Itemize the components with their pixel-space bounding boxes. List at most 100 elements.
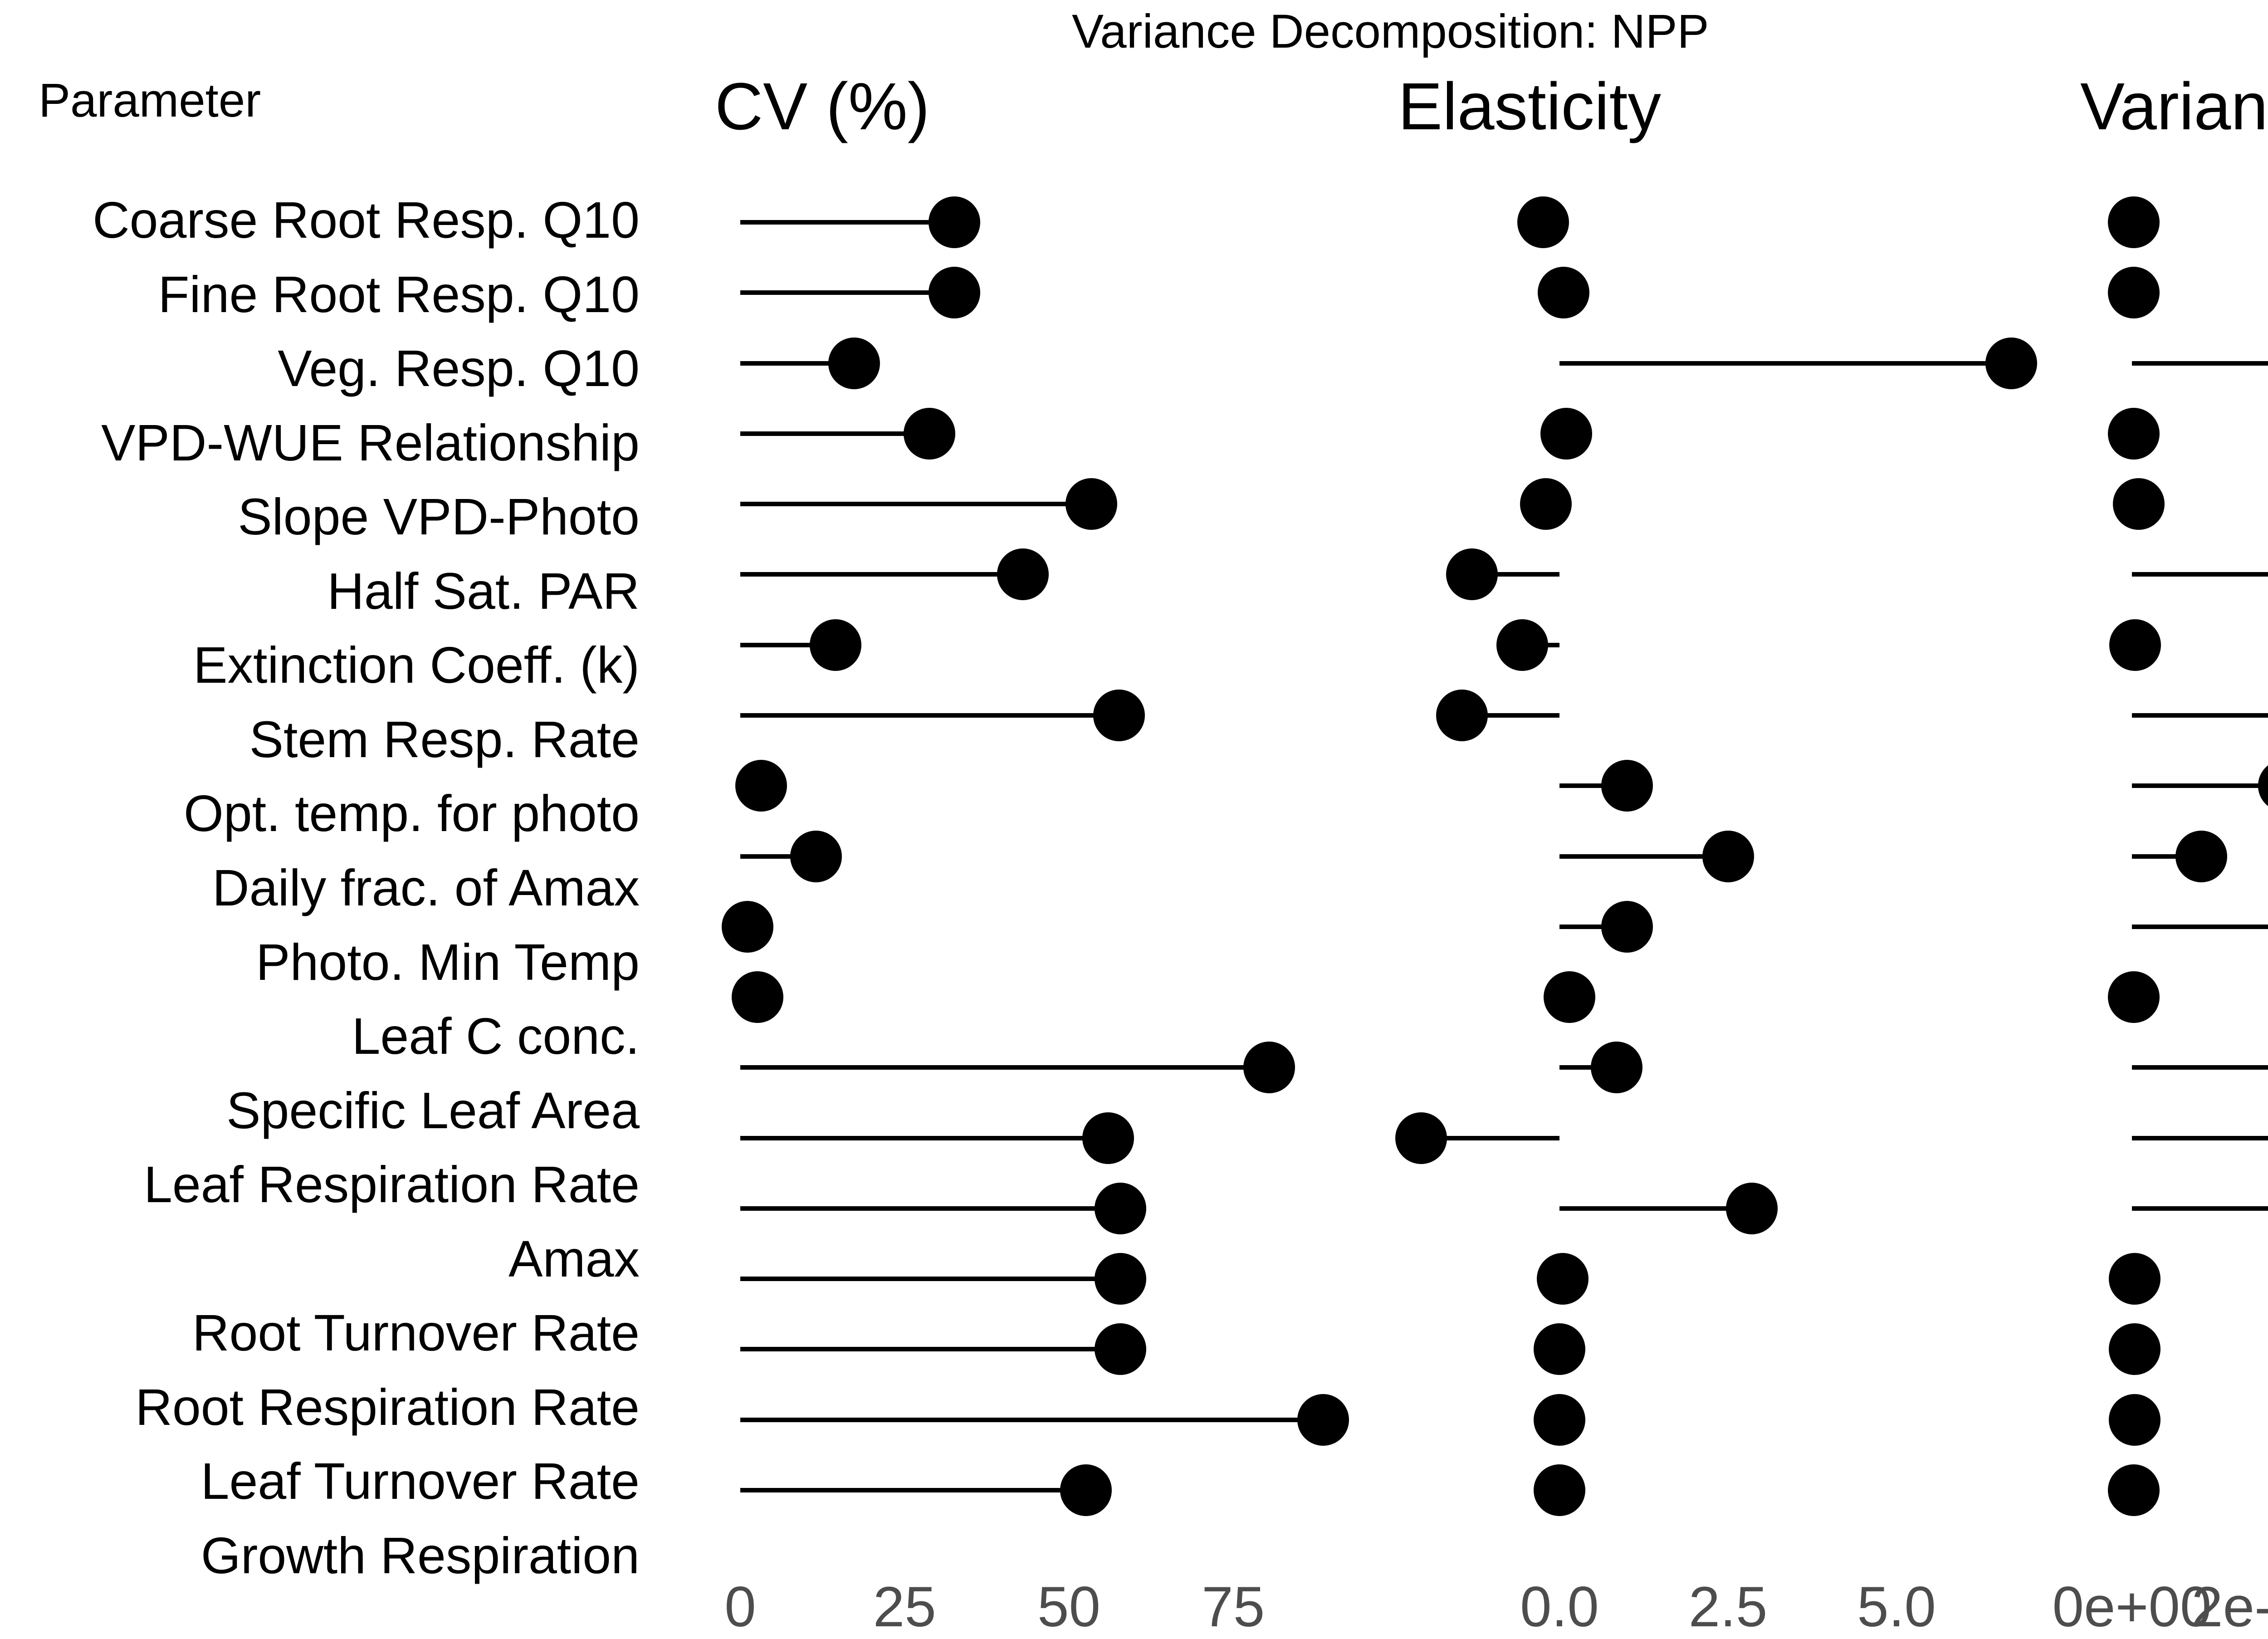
cv-dot-14 — [1082, 1112, 1134, 1164]
elasticity-stick-8 — [1461, 713, 1559, 718]
cv-stick-5 — [740, 502, 1091, 507]
variance-dot-9 — [2258, 760, 2268, 812]
variance-stick-10 — [2132, 854, 2201, 859]
cv-dot-17 — [1094, 1323, 1146, 1375]
param-label-5: Slope VPD-Photo — [238, 488, 640, 546]
cv-dot-9 — [735, 760, 787, 812]
param-label-19: Growth Respiration — [200, 1526, 640, 1584]
cv-dot-19 — [1060, 1464, 1112, 1517]
cv-stick-2 — [740, 290, 955, 295]
variance-stick-8 — [2132, 713, 2268, 718]
elasticity-stick-13 — [1559, 1065, 1617, 1070]
cv-dot-10 — [790, 830, 842, 882]
elasticity-dot-5 — [1520, 478, 1572, 530]
elasticity-dot-11 — [1601, 900, 1653, 953]
variance-stick-9 — [2132, 783, 2268, 788]
cv-tick-50: 50 — [1037, 1575, 1101, 1639]
variance-dot-16 — [2108, 1253, 2160, 1305]
param-label-13: Specific Leaf Area — [226, 1081, 640, 1139]
cv-dot-15 — [1094, 1182, 1146, 1234]
elasticity-dot-15 — [1725, 1182, 1778, 1234]
cv-dot-5 — [1065, 478, 1117, 530]
param-label-17: Root Respiration Rate — [135, 1378, 640, 1436]
elasticity-dot-13 — [1591, 1042, 1643, 1094]
variance-tick-2e-09: 2e-09 — [2191, 1575, 2268, 1639]
cv-stick-15 — [740, 1206, 1120, 1211]
param-label-6: Half Sat. PAR — [327, 562, 640, 620]
cv-stick-19 — [740, 1488, 1086, 1493]
cv-stick-6 — [740, 572, 1023, 577]
cv-stick-13 — [740, 1065, 1270, 1070]
elasticity-dot-12 — [1544, 971, 1596, 1023]
parameter-column-header: Parameter — [39, 74, 261, 127]
elasticity-stick-10 — [1559, 854, 1728, 859]
elasticity-tick-5.0: 5.0 — [1857, 1575, 1936, 1639]
param-label-7: Extinction Coeff. (k) — [193, 636, 640, 694]
elasticity-dot-18 — [1534, 1394, 1585, 1446]
cv-tick-0: 0 — [724, 1575, 756, 1639]
variance-stick-15 — [2132, 1206, 2268, 1211]
cv-stick-8 — [740, 713, 1119, 718]
elasticity-dot-17 — [1534, 1323, 1585, 1375]
elasticity-tick-0.0: 0.0 — [1520, 1575, 1599, 1639]
cv-dot-2 — [929, 267, 981, 319]
variance-dot-4 — [2108, 407, 2160, 460]
param-label-12: Leaf C conc. — [352, 1008, 640, 1065]
cv-dot-12 — [731, 971, 783, 1023]
param-label-16: Root Turnover Rate — [192, 1304, 640, 1362]
elasticity-stick-15 — [1559, 1206, 1752, 1211]
elasticity-dot-1 — [1517, 196, 1569, 248]
cv-dot-13 — [1243, 1042, 1295, 1094]
elasticity-dot-19 — [1534, 1464, 1585, 1517]
param-label-1: Coarse Root Resp. Q10 — [93, 191, 640, 249]
cv-stick-17 — [740, 1347, 1120, 1352]
variance-dot-1 — [2108, 196, 2160, 248]
variance-dot-19 — [2108, 1464, 2160, 1517]
cv-dot-7 — [810, 619, 862, 671]
elasticity-dot-3 — [1985, 337, 2037, 389]
cv-stick-10 — [740, 854, 816, 859]
elasticity-dot-6 — [1446, 548, 1498, 601]
elasticity-dot-7 — [1496, 619, 1549, 671]
cv-dot-1 — [929, 196, 981, 248]
elasticity-dot-10 — [1702, 830, 1754, 882]
cv-dot-11 — [721, 900, 773, 953]
elasticity-dot-16 — [1537, 1253, 1589, 1305]
cv-stick-3 — [740, 361, 854, 366]
param-label-18: Leaf Turnover Rate — [200, 1453, 640, 1510]
cv-dot-6 — [997, 548, 1049, 601]
variance-stick-14 — [2132, 1135, 2268, 1140]
variance-dot-10 — [2175, 830, 2227, 882]
param-label-3: Veg. Resp. Q10 — [278, 340, 640, 397]
variance-stick-11 — [2132, 924, 2268, 929]
param-label-4: VPD-WUE Relationship — [101, 414, 640, 471]
panel-header-elasticity: Elasticity — [1398, 69, 1661, 144]
elasticity-dot-9 — [1601, 760, 1653, 812]
variance-tick-0e+00: 0e+00 — [2052, 1575, 2212, 1639]
panel-header-cv: CV (%) — [715, 69, 930, 144]
cv-stick-14 — [740, 1135, 1109, 1140]
variance-dot-18 — [2108, 1394, 2160, 1446]
variance-stick-13 — [2132, 1065, 2268, 1070]
cv-stick-16 — [740, 1277, 1120, 1282]
cv-stick-4 — [740, 431, 930, 436]
panel-header-variance: Variance — [2080, 69, 2268, 144]
param-label-10: Daily frac. of Amax — [212, 859, 640, 916]
cv-stick-18 — [740, 1417, 1324, 1422]
elasticity-stick-14 — [1421, 1135, 1559, 1140]
elasticity-stick-3 — [1559, 361, 2011, 366]
param-label-9: Opt. temp. for photo — [184, 785, 640, 842]
cv-dot-18 — [1297, 1394, 1349, 1446]
elasticity-dot-4 — [1540, 407, 1592, 460]
cv-stick-1 — [740, 220, 955, 225]
cv-stick-7 — [740, 642, 836, 647]
param-label-2: Fine Root Resp. Q10 — [158, 265, 640, 323]
variance-stick-6 — [2132, 572, 2268, 577]
cv-dot-4 — [904, 407, 956, 460]
elasticity-dot-14 — [1395, 1112, 1447, 1164]
cv-dot-16 — [1094, 1253, 1146, 1305]
chart-title: Variance Decomposition: NPP — [1072, 5, 1709, 58]
elasticity-stick-6 — [1471, 572, 1559, 577]
cv-tick-75: 75 — [1202, 1575, 1265, 1639]
